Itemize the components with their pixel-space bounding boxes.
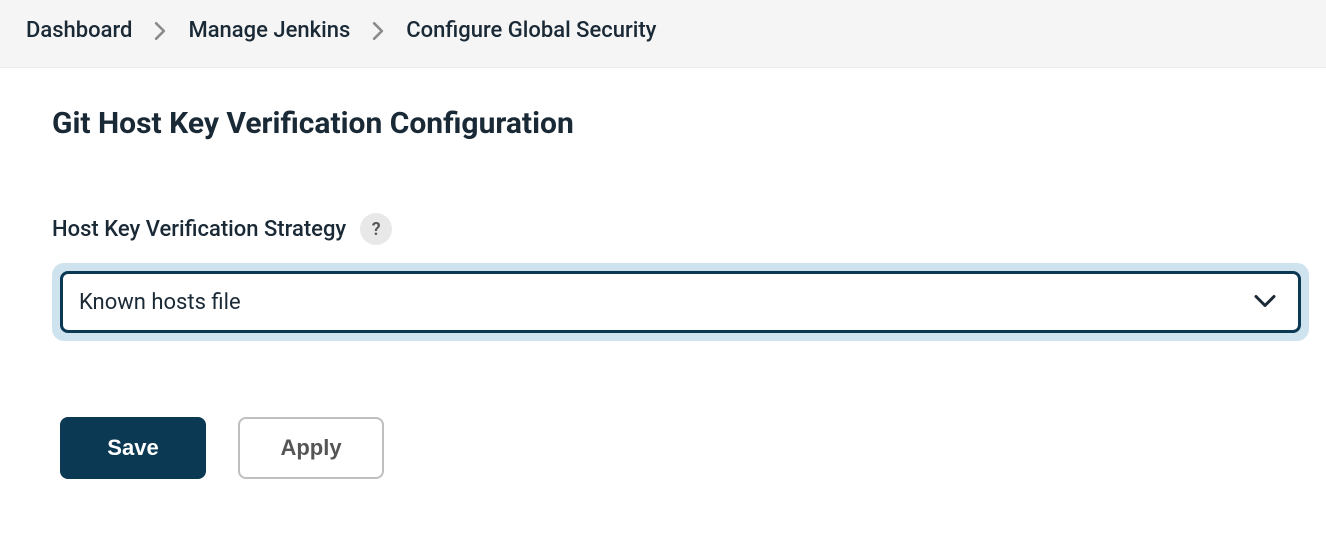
apply-button[interactable]: Apply [238, 417, 384, 479]
chevron-down-icon [1254, 290, 1276, 315]
field-label-row: Host Key Verification Strategy ? [52, 213, 1274, 245]
button-row: Save Apply [52, 417, 1274, 479]
breadcrumb: Dashboard Manage Jenkins Configure Globa… [0, 0, 1326, 68]
breadcrumb-item-manage-jenkins[interactable]: Manage Jenkins [188, 18, 350, 43]
chevron-right-icon [372, 22, 384, 40]
host-key-strategy-select[interactable]: Known hosts file [60, 271, 1301, 333]
breadcrumb-item-dashboard[interactable]: Dashboard [26, 18, 132, 43]
help-icon[interactable]: ? [360, 213, 392, 245]
save-button[interactable]: Save [60, 417, 206, 479]
content-area: Git Host Key Verification Configuration … [0, 68, 1326, 517]
breadcrumb-item-configure-global-security[interactable]: Configure Global Security [406, 18, 656, 43]
select-focus-halo: Known hosts file [52, 263, 1309, 341]
section-title: Git Host Key Verification Configuration [52, 106, 1274, 141]
select-value: Known hosts file [79, 290, 241, 315]
chevron-right-icon [154, 22, 166, 40]
field-label-host-key-strategy: Host Key Verification Strategy [52, 217, 346, 242]
